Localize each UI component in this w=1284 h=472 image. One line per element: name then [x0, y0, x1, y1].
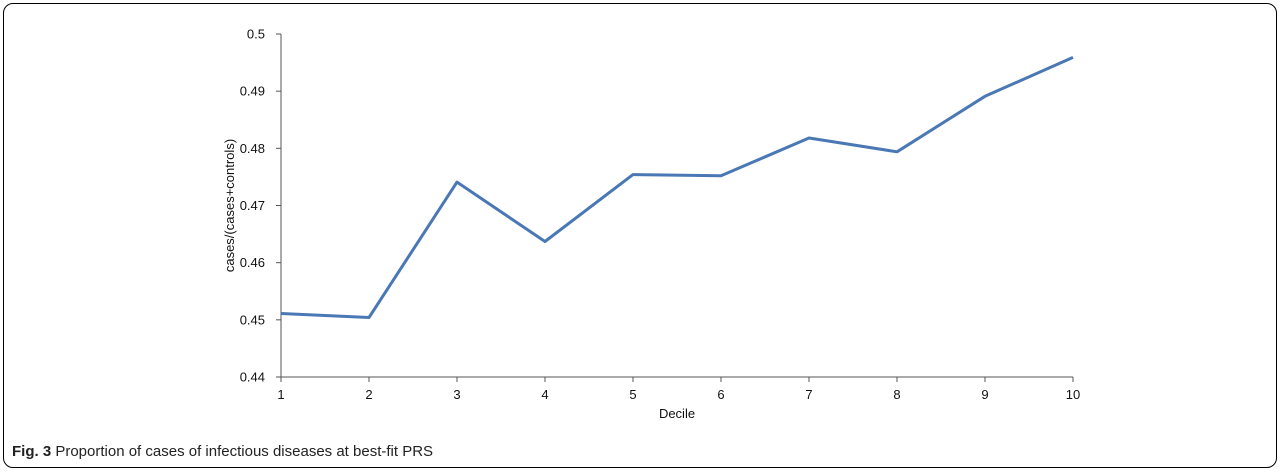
figure-frame [3, 3, 1277, 468]
x-axis-title: Decile [659, 406, 695, 421]
y-axis-ticks: 0.44 0.45 0.46 0.47 0.48 0.49 0.5 [240, 27, 281, 385]
x-tick-label: 5 [629, 387, 636, 402]
y-tick-label: 0.48 [240, 141, 265, 156]
y-tick-label: 0.44 [240, 370, 265, 385]
figure-label: Fig. 3 [12, 443, 52, 460]
y-tick-label: 0.49 [240, 84, 265, 99]
figure-caption: Fig. 3 Proportion of cases of infectious… [12, 443, 433, 460]
x-tick-label: 2 [365, 387, 372, 402]
x-tick-label: 8 [893, 387, 900, 402]
x-tick-label: 9 [981, 387, 988, 402]
x-tick-label: 10 [1066, 387, 1080, 402]
y-tick-label: 0.46 [240, 255, 265, 270]
x-tick-label: 4 [541, 387, 548, 402]
line-chart: 0.440.450.460.470.480.490.5 1 2 3 4 5 6 7 8 9 10 … [222, 27, 1080, 422]
y-tick-label: 0.5 [247, 27, 265, 42]
y-axis-title: cases/(cases+controls) [222, 139, 237, 272]
x-tick-label: 1 [277, 387, 284, 402]
x-tick-label: 6 [717, 387, 724, 402]
y-tick-label: 0.45 [240, 312, 265, 327]
x-tick-label: 7 [805, 387, 812, 402]
series-line [280, 56, 1074, 319]
y-tick-label: 0.47 [240, 198, 265, 213]
x-axis-ticks: 1 2 3 4 5 6 7 8 9 10 [277, 377, 1080, 402]
x-tick-label: 3 [453, 387, 460, 402]
figure-caption-text: Proportion of cases of infectious diseas… [55, 443, 434, 460]
